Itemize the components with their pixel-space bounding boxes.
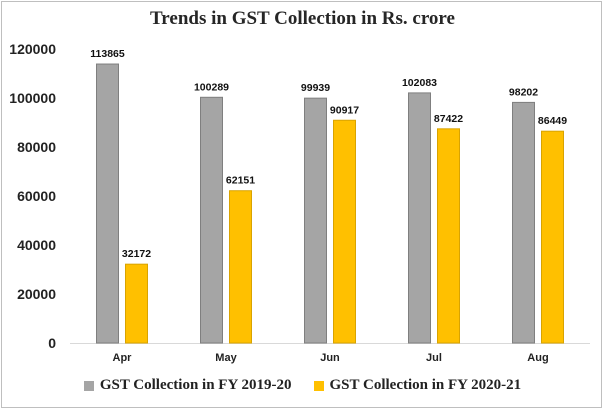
bar-fy2019-20 bbox=[408, 92, 431, 344]
y-tick-label: 40000 bbox=[17, 237, 56, 253]
x-tick-label: Apr bbox=[113, 352, 133, 364]
bar-fy2019-20 bbox=[512, 101, 535, 344]
data-label-fy2020-21: 90917 bbox=[330, 104, 359, 116]
bar-fy2020-21 bbox=[333, 119, 356, 344]
y-tick-label: 80000 bbox=[17, 139, 56, 155]
bar-fy2020-21 bbox=[437, 128, 460, 344]
bar-fy2020-21 bbox=[229, 190, 252, 344]
y-tick-label: 100000 bbox=[9, 90, 56, 106]
bar-fy2020-21 bbox=[125, 263, 148, 344]
data-label-fy2020-21: 32172 bbox=[122, 248, 151, 260]
legend-swatch-2020-21 bbox=[313, 380, 324, 391]
legend: GST Collection in FY 2019-20 GST Collect… bbox=[0, 377, 605, 394]
bar-fy2019-20 bbox=[200, 96, 223, 344]
chart-title: Trends in GST Collection in Rs. crore bbox=[150, 8, 455, 29]
x-tick-label: Jun bbox=[320, 352, 340, 364]
legend-label-2020-21: GST Collection in FY 2020-21 bbox=[329, 377, 522, 393]
data-label-fy2019-20: 99939 bbox=[301, 82, 330, 94]
data-label-fy2020-21: 87422 bbox=[434, 113, 463, 125]
bar-fy2019-20 bbox=[96, 63, 119, 344]
data-label-fy2020-21: 86449 bbox=[538, 115, 567, 127]
bar-fy2019-20 bbox=[304, 97, 327, 344]
y-tick-label: 0 bbox=[48, 335, 56, 351]
y-tick-label: 120000 bbox=[9, 41, 56, 57]
x-tick-label: Jul bbox=[426, 352, 442, 364]
legend-swatch-2019-20 bbox=[83, 380, 94, 391]
bar-fy2020-21 bbox=[541, 130, 564, 344]
data-label-fy2019-20: 100289 bbox=[194, 81, 229, 93]
legend-label-2019-20: GST Collection in FY 2019-20 bbox=[99, 377, 292, 393]
data-label-fy2019-20: 98202 bbox=[509, 86, 538, 98]
y-tick-label: 20000 bbox=[17, 286, 56, 302]
data-label-fy2019-20: 113865 bbox=[90, 48, 125, 60]
data-label-fy2020-21: 62151 bbox=[226, 175, 255, 187]
data-label-fy2019-20: 102083 bbox=[402, 77, 437, 89]
legend-item-2020-21: GST Collection in FY 2020-21 bbox=[313, 377, 522, 394]
x-tick-label: Aug bbox=[527, 352, 548, 364]
x-tick-label: May bbox=[215, 352, 237, 364]
legend-item-2019-20: GST Collection in FY 2019-20 bbox=[83, 377, 292, 394]
y-tick-label: 60000 bbox=[17, 188, 56, 204]
